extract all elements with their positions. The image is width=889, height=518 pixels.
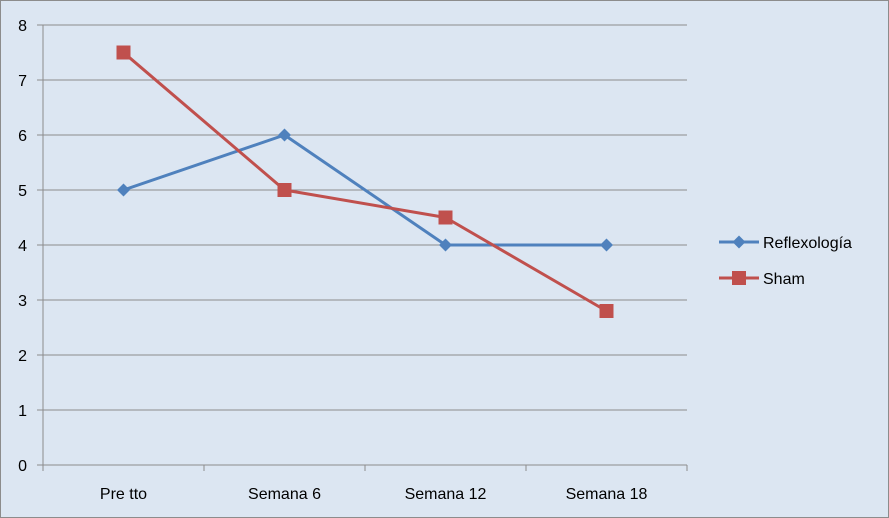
series-lines [116,45,614,318]
axes: 0 1 2 3 4 5 6 7 8 Pre tto Semana 6 Semana 12 Semana … [18,18,688,503]
data-point [116,45,131,60]
y-tick-label: 5 [18,183,27,200]
y-tick-label: 3 [18,293,27,310]
y-tick-label: 1 [18,403,27,420]
y-tick-label: 8 [18,18,27,35]
legend-label: Reflexología [763,235,852,252]
series-1 [116,45,614,318]
series-line [122,51,608,313]
data-point [599,304,614,318]
legend: Reflexología Sham [719,235,852,288]
legend-marker [732,271,746,285]
data-point [117,183,130,197]
x-tick-label: Semana 18 [566,486,648,503]
y-tick-label: 2 [18,348,27,365]
data-point [600,238,613,252]
data-point [277,183,292,197]
y-tick-label: 7 [18,73,27,90]
series-line [123,133,607,247]
y-tick-label: 6 [18,128,27,145]
legend-label: Sham [763,271,805,288]
data-point [438,210,453,225]
series-0 [117,128,613,252]
x-tick-label: Pre tto [100,486,147,503]
legend-marker [732,235,746,249]
gridlines [43,24,687,411]
y-tick-label: 0 [18,458,27,475]
data-point [439,238,452,252]
y-tick-label: 4 [18,238,27,255]
legend-entry-1: Sham [719,271,805,288]
legend-entry-0: Reflexología [719,235,852,252]
x-tick-label: Semana 6 [248,486,321,503]
data-point [278,128,291,142]
x-tick-label: Semana 12 [405,486,487,503]
